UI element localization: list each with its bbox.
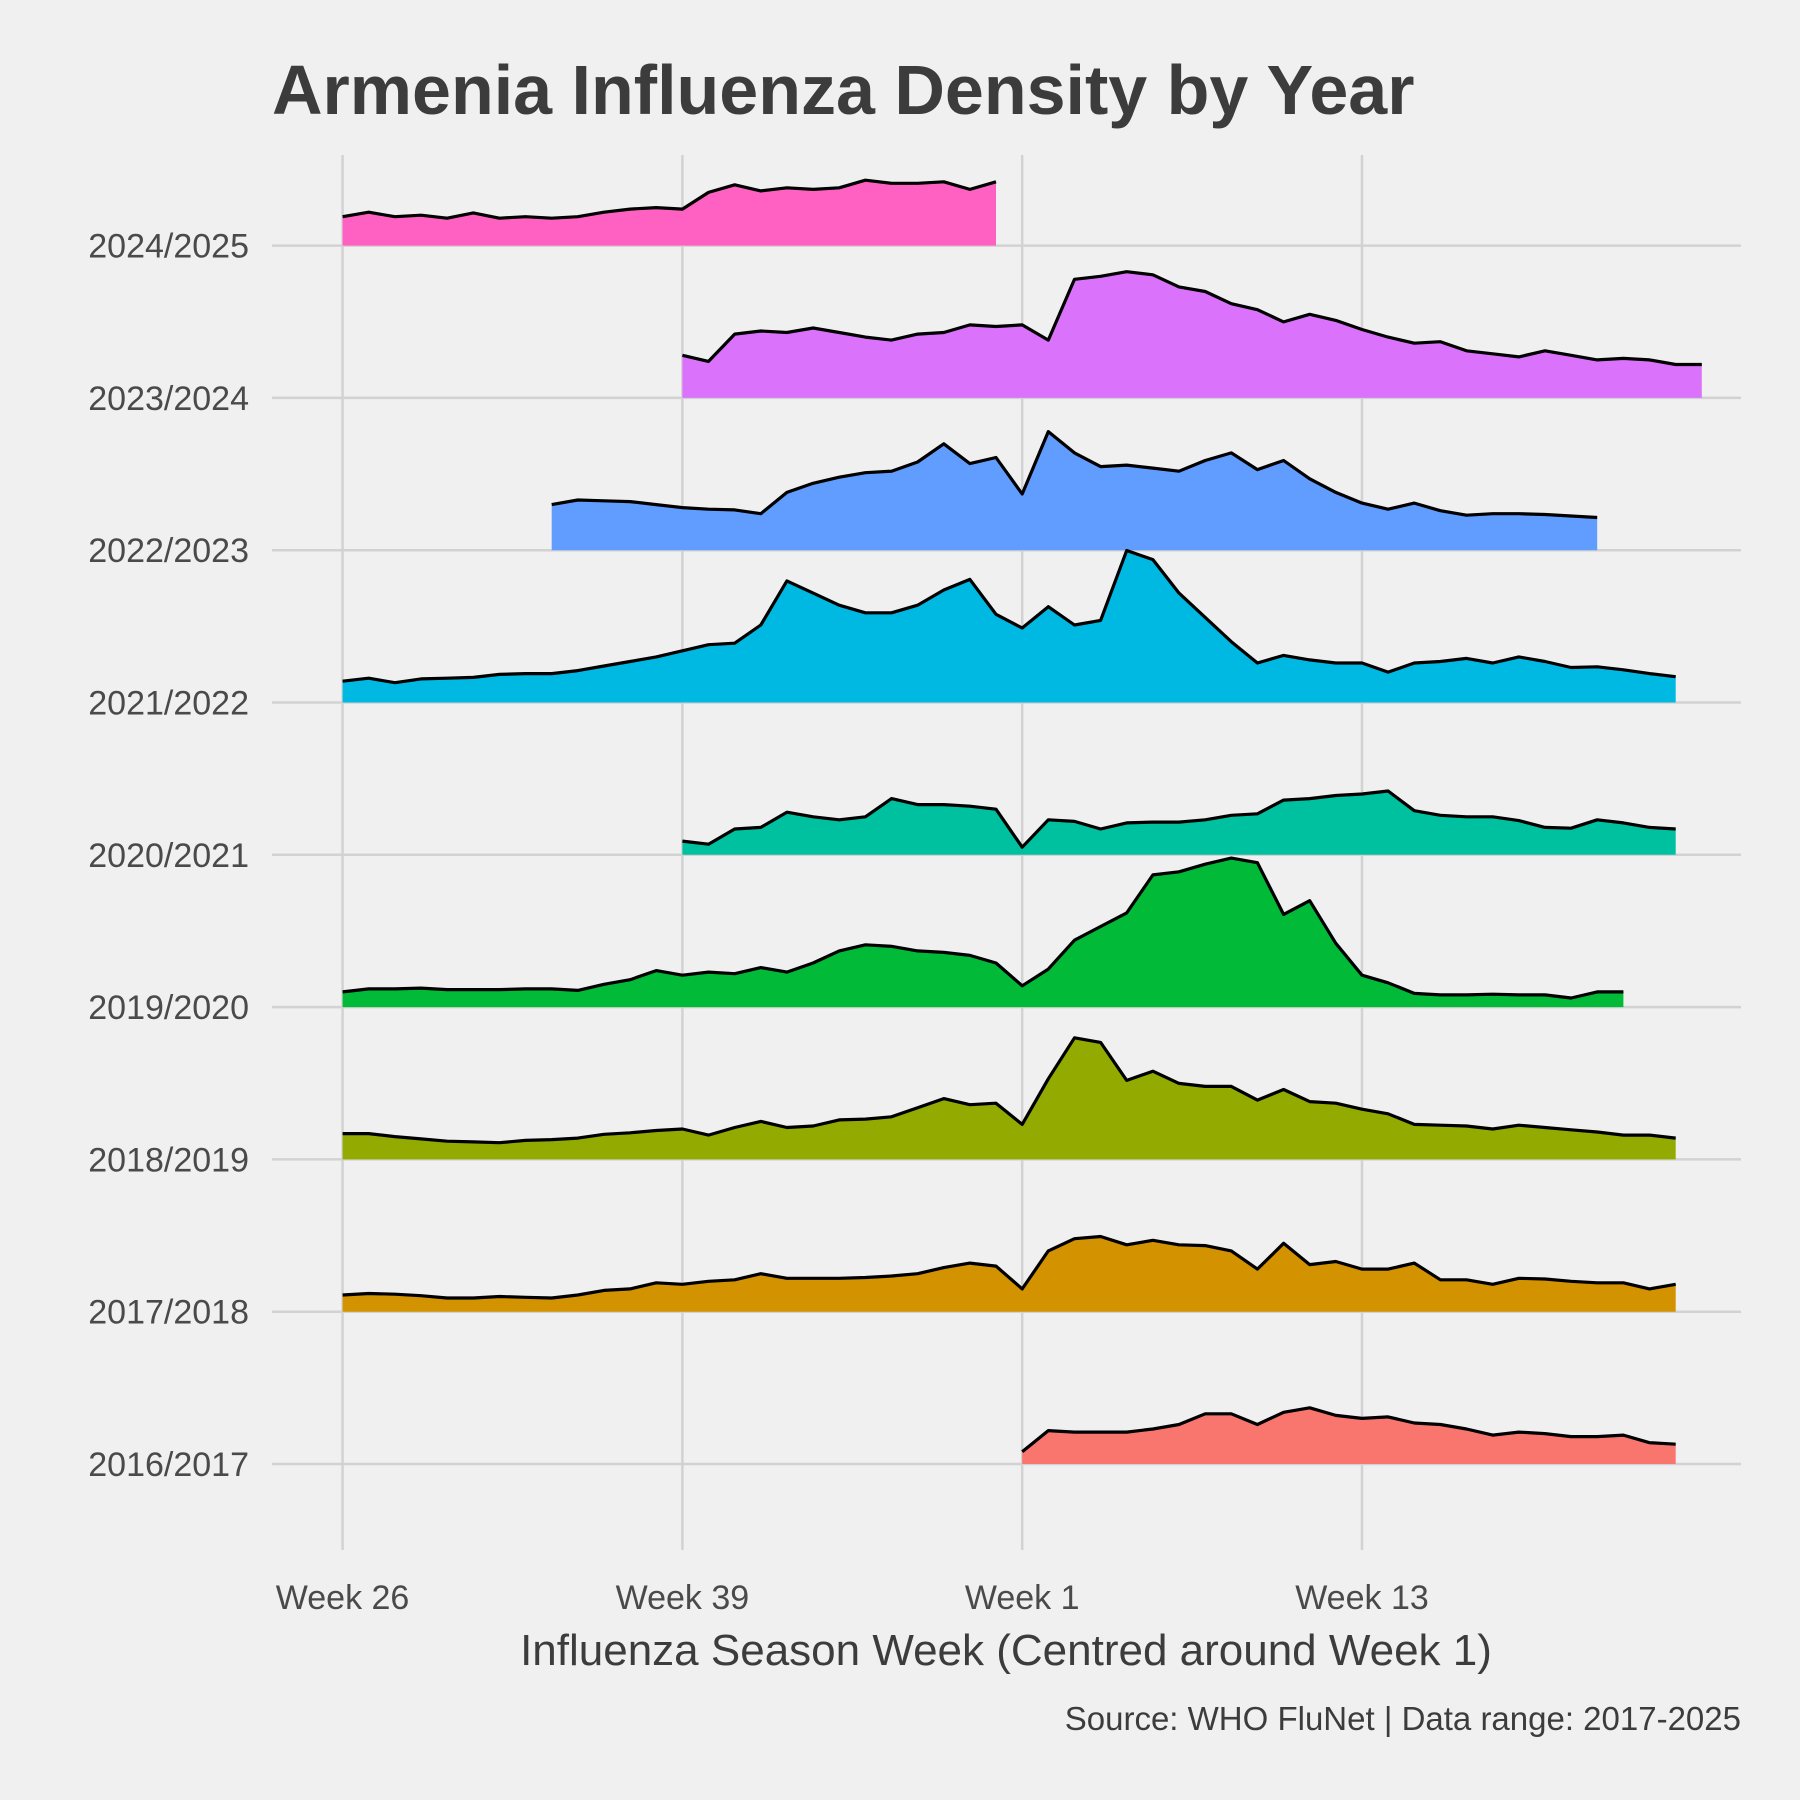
ridge-line-2022-2023: [551, 430, 1598, 520]
y-tick-label: 2017/2018: [88, 1294, 249, 1332]
x-tick-label: Week 1: [965, 1579, 1080, 1617]
ridge-area-2024-2025: [342, 180, 997, 246]
ridge-area-2022-2023: [551, 431, 1598, 551]
y-tick-label: 2022/2023: [88, 532, 249, 570]
y-tick-label: 2021/2022: [88, 685, 249, 723]
y-tick-label: 2023/2024: [88, 380, 249, 418]
ridge-line-2021-2022: [342, 548, 1676, 685]
ridge-line-2018-2019: [342, 1036, 1676, 1145]
ridge-area-2019-2020: [342, 858, 1624, 1008]
x-tick-label: Week 13: [1295, 1579, 1429, 1617]
ridge-line-2023-2024: [682, 270, 1702, 367]
chart-title: Armenia Influenza Density by Year: [272, 51, 1415, 129]
ridge-line-2024-2025: [342, 178, 997, 220]
ridge-area-2018-2019: [342, 1037, 1676, 1160]
chart-caption: Source: WHO FluNet | Data range: 2017-20…: [1065, 1700, 1741, 1737]
y-tick-label: 2018/2019: [88, 1141, 249, 1179]
ridge-line-2016-2017: [1021, 1406, 1676, 1454]
y-tick-label: 2019/2020: [88, 989, 249, 1027]
x-axis-title: Influenza Season Week (Centred around We…: [520, 1626, 1492, 1675]
ridges: [342, 178, 1702, 1464]
axis-labels: Week 26 Week 39 Week 1 Week 13 2016/2017 2017…: [88, 228, 1429, 1617]
ridge-area-2023-2024: [682, 271, 1702, 398]
x-tick-label: Week 39: [616, 1579, 750, 1617]
y-tick-label: 2020/2021: [88, 837, 249, 875]
x-tick-label: Week 26: [276, 1579, 410, 1617]
ridge-line-2020-2021: [682, 789, 1676, 849]
ridge-area-2017-2018: [342, 1236, 1676, 1312]
y-tick-label: 2016/2017: [88, 1446, 249, 1484]
ridge-line-2017-2018: [342, 1234, 1676, 1300]
ridge-line-2019-2020: [342, 856, 1624, 1000]
y-tick-label: 2024/2025: [88, 228, 249, 266]
ridge-area-2021-2022: [342, 550, 1676, 703]
